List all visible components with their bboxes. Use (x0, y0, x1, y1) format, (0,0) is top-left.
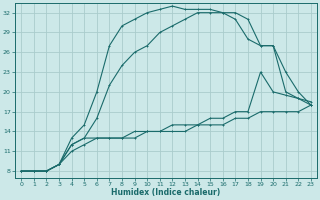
X-axis label: Humidex (Indice chaleur): Humidex (Indice chaleur) (111, 188, 221, 197)
